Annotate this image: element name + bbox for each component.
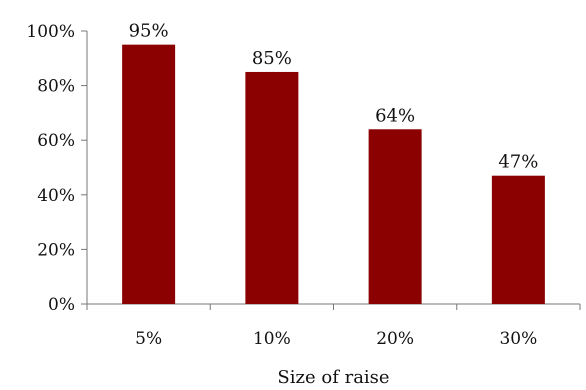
data-label: 85% [252,48,292,69]
data-label: 64% [375,105,415,126]
y-tick-label: 60% [37,131,75,151]
bar-10pct [245,71,299,304]
x-tick-label: 10% [253,329,291,349]
x-tick-label: 20% [376,329,414,349]
y-axis-ticks: 0% 20% 40% 60% 80% 100% [26,22,87,315]
x-axis-title: Size of raise [277,367,389,388]
y-tick-label: 40% [37,186,75,206]
x-tick-label: 5% [135,329,162,349]
data-label: 47% [498,152,538,173]
data-label: 95% [129,21,169,42]
y-tick-label: 20% [37,240,75,260]
bar-20pct [368,129,422,304]
y-tick-label: 100% [26,22,75,42]
bar-30pct [491,175,545,304]
bars-group [122,44,545,305]
y-tick-label: 80% [37,77,75,97]
y-tick-label: 0% [48,295,75,315]
x-axis-ticks: 5% 10% 20% 30% [86,304,581,349]
bar-5pct [122,44,176,305]
x-tick-label: 30% [499,329,537,349]
data-labels-group: 95% 85% 64% 47% [129,21,539,173]
